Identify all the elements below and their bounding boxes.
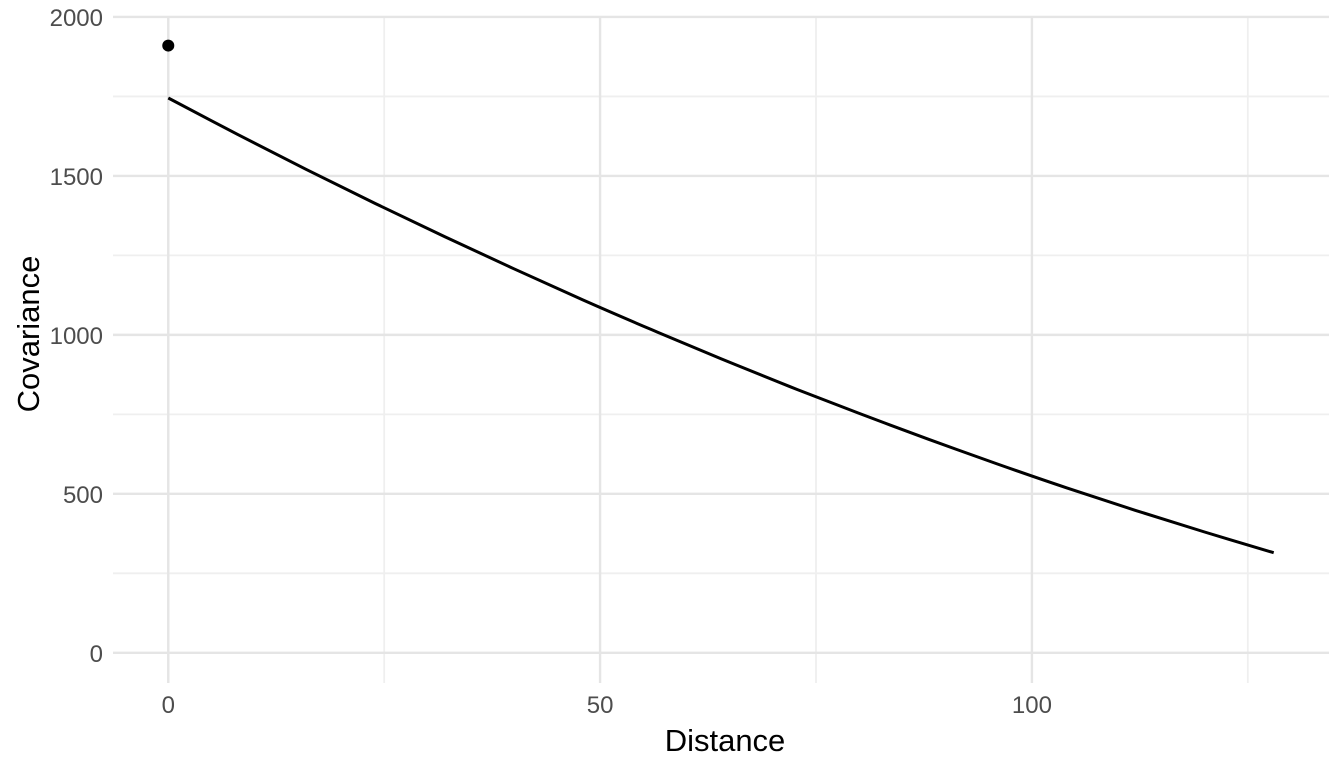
y-tick-label: 0 (90, 641, 103, 668)
y-tick-label: 1500 (50, 164, 103, 191)
covariance-zero-point (162, 39, 175, 52)
y-tick-label: 2000 (50, 5, 103, 32)
x-tick-label: 100 (1012, 692, 1052, 719)
data-layer (162, 39, 1275, 555)
x-axis-title: Distance (665, 723, 786, 758)
tick-label-layer: 0 500 1000 1500 2000 0 50 100 (50, 5, 1052, 719)
y-tick-label: 1000 (50, 323, 103, 350)
x-tick-label: 0 (162, 692, 175, 719)
y-tick-label: 500 (63, 482, 103, 509)
x-tick-label: 50 (587, 692, 614, 719)
y-axis-title: Covariance (11, 256, 46, 413)
covariance-curve (167, 96, 1275, 555)
grid-layer (113, 15, 1329, 683)
